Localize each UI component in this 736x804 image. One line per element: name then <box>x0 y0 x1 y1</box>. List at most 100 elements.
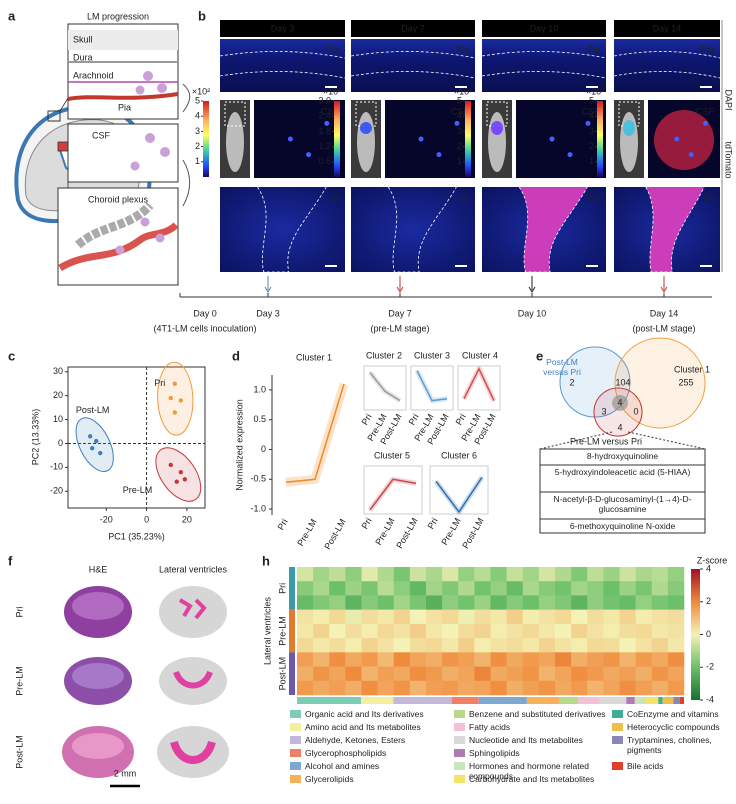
legend-swatch <box>612 723 623 731</box>
x-tick-label: Pre-LM <box>439 516 462 547</box>
panel-label: c <box>8 348 15 363</box>
heatmap-cell <box>442 666 459 682</box>
compound: 5-hydroxyindoleacetic acid (5-HIAA) <box>554 467 691 477</box>
heatmap-cell <box>361 581 378 596</box>
pia-outline <box>219 51 346 59</box>
heatmap-cell <box>506 595 524 610</box>
heatmap-cell <box>297 567 314 582</box>
colorbar-tick-label: 5 <box>589 95 594 105</box>
y-tick-label: 1.0 <box>253 384 266 394</box>
heatmap-cell <box>522 595 540 610</box>
heatmap-cell <box>458 623 475 639</box>
x-tick-label: Pri <box>276 517 290 532</box>
heatmap-cell <box>345 567 362 582</box>
day-header <box>220 20 345 37</box>
heatmap-cell <box>329 652 346 667</box>
heatmap-cell <box>313 581 330 596</box>
heatmap-cell <box>667 581 685 596</box>
x-tick-label: -20 <box>100 514 113 524</box>
set-label: Cluster 1 <box>674 364 710 374</box>
cluster-title: Cluster 2 <box>366 350 402 360</box>
class-bar <box>452 697 479 704</box>
legend-label-box: Bile acids <box>627 761 663 771</box>
heatmap-cell <box>313 680 330 696</box>
heatmap-cell <box>490 609 507 625</box>
heatmap-cell <box>506 680 524 696</box>
legend-label-box: Carbohydrate and Its metabolites <box>469 774 594 784</box>
heatmap-cell <box>442 609 459 625</box>
lv-label: LV <box>704 192 714 202</box>
heatmap-cell <box>377 609 395 625</box>
column-label: H&E <box>89 564 108 574</box>
heatmap-cell <box>329 623 346 639</box>
heatmap-cell <box>522 581 540 596</box>
day-header <box>614 20 720 37</box>
heatmap-cell <box>393 652 411 667</box>
cluster-frame <box>457 365 501 411</box>
heatmap-cell <box>490 638 507 653</box>
heatmap-cell <box>538 595 556 610</box>
z-tick-label: 0 <box>706 629 711 639</box>
heatmap-cell <box>555 609 572 625</box>
legend-label: Aldehyde, Ketones, Esters <box>305 735 406 745</box>
heatmap-cell <box>297 666 314 682</box>
colorbar-tick-label: 4 <box>457 111 462 121</box>
heatmap-cell <box>522 666 540 682</box>
colorbar-tick-label: 3 <box>195 126 200 136</box>
x-tick-label: Post-LM <box>460 516 485 550</box>
heatmap-cell <box>442 638 459 653</box>
legend-label: Tryptamines, cholines, pigments <box>627 735 712 755</box>
heatmap-cell <box>651 609 669 625</box>
heatmap-cell <box>426 623 443 639</box>
csf-cell <box>674 136 680 142</box>
heatmap-cell <box>393 595 411 610</box>
heatmap-cell <box>555 652 572 667</box>
compound: N-acetyl-β-D-glucosaminyl-(1→4)-D-glucos… <box>553 494 692 514</box>
heatmap-cell <box>651 623 669 639</box>
heatmap-cell <box>490 666 507 682</box>
pia-label: Pia <box>587 44 600 54</box>
series-label: Post-LM <box>76 405 110 415</box>
heatmap-cell <box>490 581 507 596</box>
lv-outline <box>645 186 705 273</box>
heatmap-cell <box>361 567 378 582</box>
x-tick-label: Pre-LM <box>295 517 318 548</box>
mouse <box>226 112 244 172</box>
heatmap-cell <box>635 680 653 696</box>
heatmap-cell <box>297 595 314 610</box>
heatmap-cell <box>619 680 636 696</box>
heatmap-cell <box>619 581 636 596</box>
legend-label: Organic acid and Its derivatives <box>305 709 424 719</box>
heatmap-cell <box>313 609 330 625</box>
row-label: Pri <box>14 607 24 618</box>
cluster-title: Cluster 5 <box>374 450 410 460</box>
heatmap-cell <box>587 680 604 696</box>
class-bar <box>626 697 635 704</box>
day-title: Day 10 <box>530 23 559 33</box>
heatmap-cell <box>329 609 346 625</box>
pia-image <box>482 39 606 92</box>
heatmap-cell <box>458 638 475 653</box>
venn-count: 255 <box>678 377 693 387</box>
tumor-signal <box>645 187 705 272</box>
plot-frame <box>67 366 206 509</box>
cluster-frame <box>410 365 454 411</box>
brain-sections <box>62 586 229 788</box>
x-tick-label: Pri <box>454 412 468 427</box>
compound-box: 8-hydroxyquinoline <box>587 451 658 461</box>
heatmap-cell <box>555 623 572 639</box>
arrow-head <box>396 286 404 293</box>
x-tick-label: Pri <box>407 412 421 427</box>
heatmap-cell <box>474 638 491 653</box>
pia-outline <box>613 51 721 59</box>
venn-set <box>614 337 706 429</box>
heatmap-cell <box>361 595 378 610</box>
lv-outline <box>518 186 588 273</box>
heatmap-cell <box>329 581 346 596</box>
heatmap-cell <box>651 567 669 582</box>
panel-label: f <box>8 553 13 568</box>
heatmap-cell <box>426 609 443 625</box>
heatmap-cell <box>619 638 636 653</box>
legend-label-box: Alcohol and amines <box>305 761 379 771</box>
heatmap-cell <box>587 652 604 667</box>
